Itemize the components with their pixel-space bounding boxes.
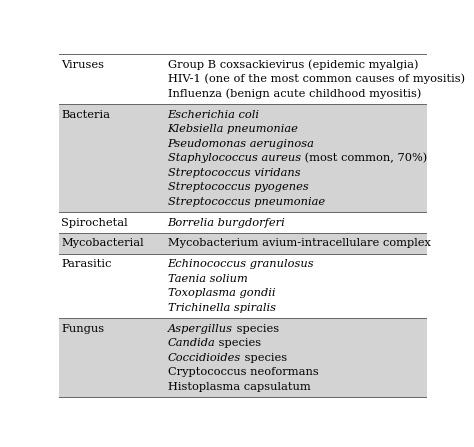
Text: Taenia solium: Taenia solium [168, 274, 247, 284]
Text: Candida: Candida [168, 338, 215, 348]
Text: Spirochetal: Spirochetal [61, 218, 128, 228]
Text: Staphylococcus aureus: Staphylococcus aureus [168, 153, 301, 163]
Text: (most common, 70%): (most common, 70%) [301, 153, 427, 163]
Text: Aspergillus: Aspergillus [168, 324, 233, 333]
Text: Toxoplasma gondii: Toxoplasma gondii [168, 288, 275, 298]
Text: Influenza (benign acute childhood myositis): Influenza (benign acute childhood myosit… [168, 89, 421, 99]
Text: Coccidioides: Coccidioides [168, 353, 241, 363]
Bar [59, 104, 427, 212]
Text: species: species [233, 324, 279, 333]
Text: Histoplasma capsulatum: Histoplasma capsulatum [168, 382, 310, 392]
Text: Echinococcus granulosus: Echinococcus granulosus [168, 259, 314, 269]
Text: Fungus: Fungus [61, 324, 104, 333]
Bar [59, 233, 427, 253]
Text: Klebsiella pneumoniae: Klebsiella pneumoniae [168, 124, 299, 134]
Text: Pseudomonas aeruginosa: Pseudomonas aeruginosa [168, 139, 314, 149]
Text: Trichinella spiralis: Trichinella spiralis [168, 303, 275, 313]
Text: Parasitic: Parasitic [61, 259, 111, 269]
Text: Escherichia coli: Escherichia coli [168, 110, 260, 120]
Text: Group B coxsackievirus (epidemic myalgia): Group B coxsackievirus (epidemic myalgia… [168, 59, 418, 70]
Text: Bacteria: Bacteria [61, 110, 110, 120]
Text: Streptococcus pyogenes: Streptococcus pyogenes [168, 182, 309, 192]
Bar [59, 55, 427, 104]
Text: HIV-1 (one of the most common causes of myositis): HIV-1 (one of the most common causes of … [168, 74, 465, 84]
Text: Viruses: Viruses [61, 60, 104, 70]
Text: Streptococcus pneumoniae: Streptococcus pneumoniae [168, 197, 325, 207]
Bar [59, 253, 427, 318]
Text: species: species [241, 353, 287, 363]
Text: Cryptococcus neoformans: Cryptococcus neoformans [168, 367, 319, 377]
Bar [59, 318, 427, 397]
Text: Borrelia burgdorferi: Borrelia burgdorferi [168, 218, 285, 228]
Text: Mycobacterium avium-intracellulare complex: Mycobacterium avium-intracellulare compl… [168, 238, 430, 249]
Bar [59, 212, 427, 233]
Text: species: species [215, 338, 262, 348]
Text: Mycobacterial: Mycobacterial [61, 238, 144, 249]
Text: Streptococcus viridans: Streptococcus viridans [168, 168, 300, 178]
